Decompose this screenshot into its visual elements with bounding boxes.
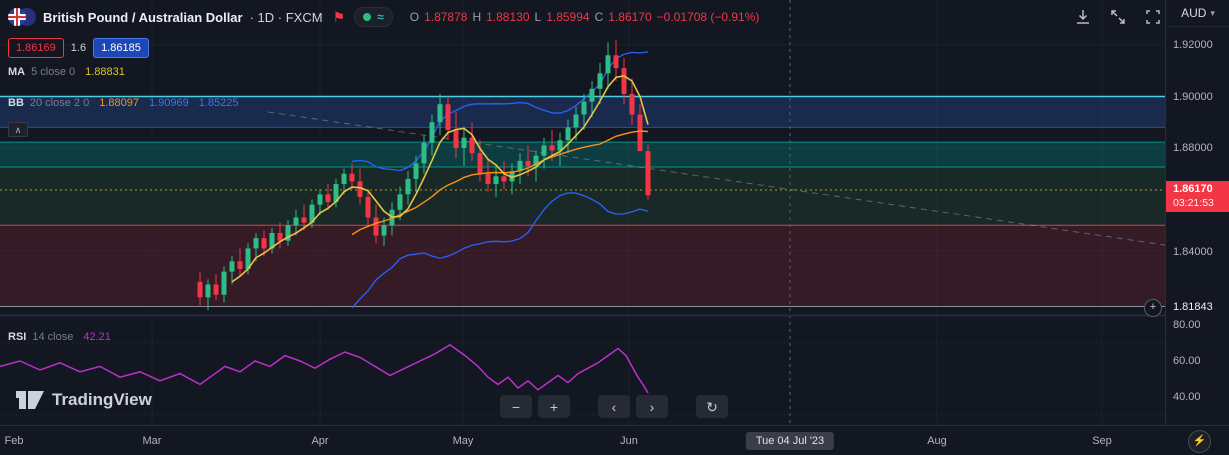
last-price-badge: 1.86170 03:21:53 bbox=[1166, 181, 1229, 212]
ma-value: 1.88831 bbox=[85, 66, 125, 78]
ma-indicator-legend[interactable]: MA 5 close 0 1.88831 bbox=[8, 66, 125, 78]
fullscreen-button[interactable] bbox=[1140, 5, 1166, 31]
bb-indicator-legend[interactable]: BB 20 close 2 0 1.88097 1.90969 1.85225 bbox=[8, 97, 239, 109]
time-tick: Mar bbox=[142, 435, 162, 447]
market-status-pill[interactable]: ≈ bbox=[354, 7, 393, 27]
sparkline-icon: ≈ bbox=[377, 10, 384, 24]
scroll-right-button[interactable]: › bbox=[636, 395, 668, 418]
download-button[interactable] bbox=[1070, 5, 1096, 31]
price-label-red[interactable]: 1.86169 bbox=[8, 38, 64, 59]
close-label: C bbox=[594, 10, 604, 24]
tradingview-logo[interactable]: TradingView bbox=[16, 390, 152, 410]
ohlc-readout: O 1.87878 H 1.88130 L 1.85994 C 1.86170 … bbox=[410, 10, 760, 24]
level-price-label: 1.81843 bbox=[1173, 301, 1213, 313]
fullscreen-icon bbox=[1146, 10, 1160, 24]
chart-nav-controls: − + ‹ › ↻ bbox=[500, 395, 734, 418]
price-axis[interactable]: AUD ▾ 1.92000 1.90000 1.88000 1.86170 03… bbox=[1165, 0, 1229, 425]
rsi-value: 42.21 bbox=[83, 331, 111, 343]
currency-selector[interactable]: AUD ▾ bbox=[1166, 0, 1229, 27]
rsi-tick: 60.00 bbox=[1173, 355, 1201, 367]
price-label-blue[interactable]: 1.86185 bbox=[93, 38, 149, 59]
price-tick: 1.88000 bbox=[1173, 142, 1213, 154]
time-tick: Apr bbox=[311, 435, 329, 447]
open-value: 1.87878 bbox=[424, 10, 468, 24]
time-tick: May bbox=[452, 435, 474, 447]
time-axis[interactable]: Feb Mar Apr May Jun Tue 04 Jul '23 Aug S… bbox=[0, 425, 1229, 455]
bb-lower-value: 1.85225 bbox=[198, 97, 239, 109]
change-value: −0.01708 (−0.91%) bbox=[656, 10, 760, 24]
instrument-pair-flag-icon bbox=[8, 8, 36, 26]
add-alert-plus-icon[interactable]: + bbox=[1144, 299, 1162, 317]
expand-button[interactable] bbox=[1105, 5, 1131, 31]
price-chart[interactable] bbox=[0, 0, 1165, 425]
symbol-meta[interactable]: · 1D · FXCM bbox=[249, 9, 323, 25]
low-value: 1.85994 bbox=[546, 10, 590, 24]
market-open-dot-icon bbox=[363, 13, 372, 21]
zoom-out-button[interactable]: − bbox=[500, 395, 532, 418]
collapse-pane-button[interactable]: ∧ bbox=[8, 122, 28, 137]
rsi-indicator-legend[interactable]: RSI 14 close 42.21 bbox=[8, 331, 111, 343]
price-alert-labels: 1.86169 1.6 1.86185 bbox=[8, 38, 149, 59]
bb-name: BB bbox=[8, 97, 24, 109]
price-tick: 1.84000 bbox=[1173, 246, 1213, 258]
rsi-tick: 40.00 bbox=[1173, 391, 1201, 403]
close-value: 1.86170 bbox=[608, 10, 652, 24]
open-label: O bbox=[409, 10, 420, 24]
tradingview-logo-icon bbox=[16, 391, 44, 409]
time-tick: Jun bbox=[620, 435, 638, 447]
reset-chart-button[interactable]: ↻ bbox=[696, 395, 728, 418]
time-tick: Feb bbox=[4, 435, 24, 447]
price-label-mini: 1.6 bbox=[70, 42, 87, 55]
ma-params: 5 close 0 bbox=[31, 66, 76, 78]
price-tick: 1.90000 bbox=[1173, 91, 1213, 103]
high-value: 1.88130 bbox=[486, 10, 530, 24]
symbol-legend: British Pound / Australian Dollar · 1D ·… bbox=[8, 7, 759, 27]
rsi-name: RSI bbox=[8, 331, 27, 343]
bb-basis-value: 1.88097 bbox=[99, 97, 139, 109]
chart-toolbar bbox=[1070, 5, 1166, 31]
flag-icon[interactable]: ⚑ bbox=[332, 8, 346, 25]
time-tick: Sep bbox=[1092, 435, 1112, 447]
bar-countdown: 03:21:53 bbox=[1173, 196, 1214, 209]
high-label: H bbox=[472, 10, 482, 24]
crosshair-date-label: Tue 04 Jul '23 bbox=[745, 432, 835, 450]
bb-upper-value: 1.90969 bbox=[148, 97, 189, 109]
ma-name: MA bbox=[8, 66, 26, 78]
last-price-value: 1.86170 bbox=[1173, 183, 1213, 195]
rsi-params: 14 close bbox=[32, 331, 74, 343]
bb-params: 20 close 2 0 bbox=[29, 97, 90, 109]
tradingview-logo-text: TradingView bbox=[52, 390, 152, 409]
lightning-icon[interactable]: ⚡ bbox=[1188, 430, 1211, 453]
time-tick: Aug bbox=[927, 435, 947, 447]
low-label: L bbox=[534, 10, 542, 24]
expand-icon bbox=[1111, 10, 1125, 24]
currency-label: AUD bbox=[1181, 6, 1207, 20]
rsi-tick: 80.00 bbox=[1173, 319, 1201, 331]
price-tick: 1.92000 bbox=[1173, 39, 1213, 51]
scroll-left-button[interactable]: ‹ bbox=[598, 395, 630, 418]
download-icon bbox=[1077, 10, 1089, 24]
chevron-down-icon: ▾ bbox=[1210, 7, 1215, 18]
zoom-in-button[interactable]: + bbox=[538, 395, 570, 418]
symbol-title[interactable]: British Pound / Australian Dollar bbox=[43, 9, 243, 25]
